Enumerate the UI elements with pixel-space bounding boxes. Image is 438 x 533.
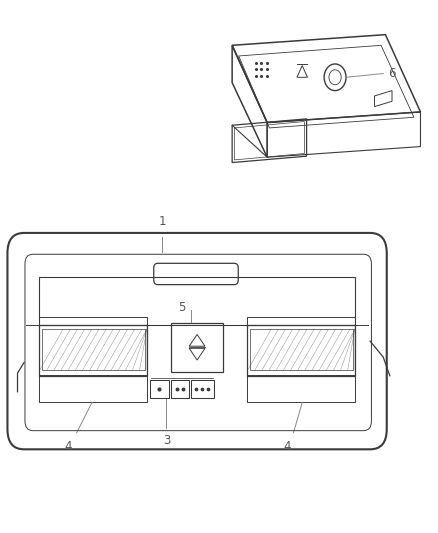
- Text: 6: 6: [388, 67, 396, 80]
- Text: 1: 1: [158, 215, 166, 228]
- Text: 5: 5: [178, 302, 185, 314]
- Text: 4: 4: [64, 440, 72, 453]
- Text: 3: 3: [163, 434, 170, 447]
- Text: 4: 4: [283, 440, 291, 453]
